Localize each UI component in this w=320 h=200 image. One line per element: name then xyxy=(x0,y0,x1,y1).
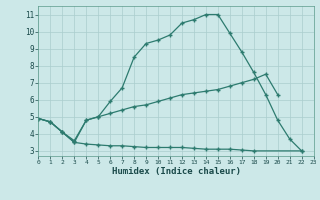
X-axis label: Humidex (Indice chaleur): Humidex (Indice chaleur) xyxy=(111,167,241,176)
